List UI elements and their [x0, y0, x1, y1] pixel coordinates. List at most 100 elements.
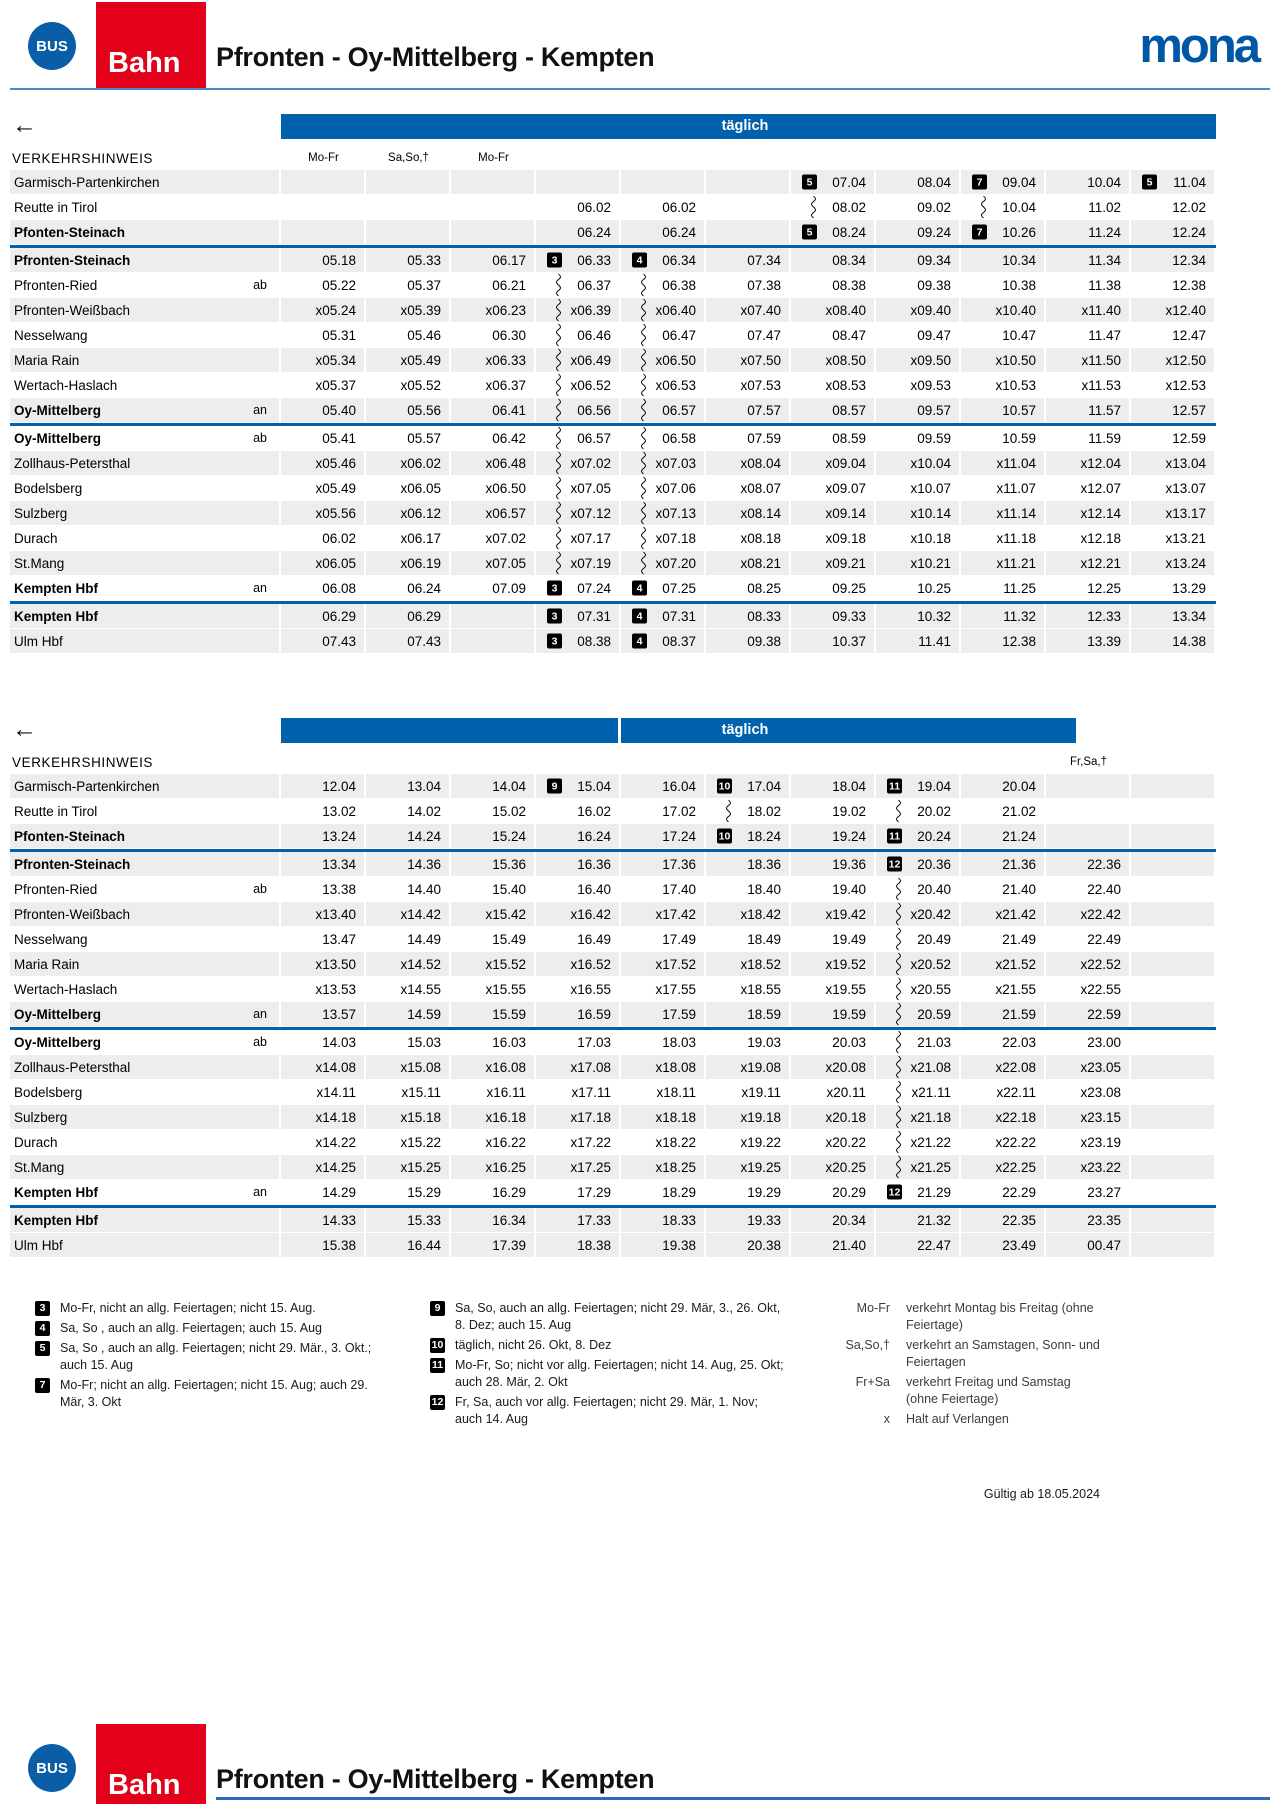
- wavy-line-icon: [555, 426, 562, 451]
- time-value: x05.37: [315, 377, 356, 393]
- time-value: x21.11: [911, 1084, 951, 1100]
- time-cell: x09.53: [876, 373, 961, 397]
- time-cell: 16.36: [536, 852, 621, 876]
- time-cell: 23.35: [1046, 1208, 1131, 1232]
- time-cell: 23.49: [961, 1233, 1046, 1257]
- time-cell: x19.08: [706, 1055, 791, 1079]
- time-cell: x10.50: [961, 348, 1046, 372]
- station-cell: Pfonten-Steinach: [10, 220, 281, 244]
- table-row: Pfronten-Steinach 13.34 14.36 15.36 16.36 17.…: [10, 852, 1216, 877]
- time-value: 07.59: [747, 430, 781, 446]
- station-cell: Durach: [10, 1130, 281, 1154]
- time-value: 11.02: [1088, 199, 1121, 215]
- time-value: x15.25: [400, 1159, 441, 1175]
- footnote-marker: 9: [547, 778, 562, 794]
- time-value: x21.18: [910, 1109, 951, 1125]
- time-value: 14.36: [407, 856, 441, 872]
- time-value: 09.33: [832, 608, 866, 624]
- time-cell: 4 08.37: [621, 629, 706, 653]
- time-value: x10.14: [910, 505, 951, 521]
- bahn-logo-label-bottom: Bahn: [108, 1769, 181, 1801]
- time-cell: x05.34: [281, 348, 366, 372]
- time-value: 20.34: [832, 1212, 866, 1228]
- time-cell: 14.49: [366, 927, 451, 951]
- footnote-marker: 12: [887, 856, 902, 872]
- time-cell: x07.06: [621, 476, 706, 500]
- time-cell: [1131, 824, 1216, 848]
- time-cell: 05.56: [366, 398, 451, 422]
- time-value: 10.47: [1002, 327, 1036, 343]
- time-cell: [1131, 1208, 1216, 1232]
- time-value: x07.05: [570, 480, 611, 496]
- time-cell: 12.59: [1131, 426, 1216, 450]
- time-value: x16.25: [485, 1159, 526, 1175]
- legend-item: Sa,So,† verkehrt an Samstagen, Sonn- und …: [830, 1337, 1120, 1371]
- table-row: Kempten Hbf 14.33 15.33 16.34 17.33 18.33 19.3…: [10, 1208, 1216, 1233]
- time-cell: x08.50: [791, 348, 876, 372]
- time-value: 20.29: [832, 1184, 866, 1200]
- time-value: 18.03: [662, 1034, 696, 1050]
- table-row: Oy-Mittelberg ab 05.41 05.57 06.42 06.57 06.58…: [10, 426, 1216, 451]
- footnote-column: 3 Mo-Fr, nicht an allg. Feiertagen; nicht…: [35, 1300, 430, 1431]
- footnote-item: 9 Sa, So, auch an allg. Feiertagen; nicht…: [430, 1300, 830, 1334]
- time-cell: x05.39: [366, 298, 451, 322]
- time-cell: x18.42: [706, 902, 791, 926]
- time-value: 17.04: [747, 778, 781, 794]
- time-value: 05.57: [407, 430, 441, 446]
- time-value: x21.55: [995, 981, 1036, 997]
- time-cell: 11.32: [961, 604, 1046, 628]
- time-cell: 18.38: [536, 1233, 621, 1257]
- bahn-logo-bottom: Bahn: [96, 1724, 206, 1804]
- column-header: Mo-Fr: [308, 152, 339, 164]
- time-cell: x07.12: [536, 501, 621, 525]
- time-cell: 19.24: [791, 824, 876, 848]
- traffic-hint-label: VERKEHRSHINWEIS: [12, 150, 154, 166]
- time-cell: x14.42: [366, 902, 451, 926]
- time-value: 18.33: [662, 1212, 696, 1228]
- time-cell: x16.25: [451, 1155, 536, 1179]
- time-value: 16.04: [662, 778, 696, 794]
- station-name: Sulzberg: [14, 1109, 68, 1125]
- time-cell: 12.34: [1131, 248, 1216, 272]
- time-value: x06.33: [485, 352, 526, 368]
- header-divider: [10, 88, 1270, 90]
- time-cell: x05.52: [366, 373, 451, 397]
- time-cell: x16.22: [451, 1130, 536, 1154]
- time-cell: x16.18: [451, 1105, 536, 1129]
- time-value: x14.25: [315, 1159, 356, 1175]
- time-value: x22.52: [1080, 956, 1121, 972]
- timetable-afternoon: ← täglich VERKEHRSHINWEIS Fr,Sa,† Garmisch-P…: [10, 715, 1216, 1258]
- time-value: x21.25: [910, 1159, 951, 1175]
- time-cell: 15.59: [451, 1002, 536, 1026]
- time-cell: 12.57: [1131, 398, 1216, 422]
- time-value: x10.21: [910, 555, 951, 571]
- time-cell: x18.55: [706, 977, 791, 1001]
- time-cell: 16.44: [366, 1233, 451, 1257]
- time-cell: [1131, 1002, 1216, 1026]
- time-cell: 22.59: [1046, 1002, 1131, 1026]
- station-cell: Ulm Hbf: [10, 1233, 281, 1257]
- time-value: 06.41: [492, 402, 526, 418]
- time-value: 21.36: [1002, 856, 1036, 872]
- table-row: St.Mang x06.05 x06.19 x07.05 x07.19 x07.20 x08…: [10, 551, 1216, 576]
- time-value: 15.03: [407, 1034, 441, 1050]
- time-cell: 15.24: [451, 824, 536, 848]
- time-value: 07.34: [747, 252, 781, 268]
- wavy-line-icon: [895, 952, 902, 977]
- wavy-line-icon: [555, 451, 562, 476]
- time-value: x18.08: [655, 1059, 696, 1075]
- time-cell: x13.40: [281, 902, 366, 926]
- footnote-marker: 10: [430, 1338, 445, 1353]
- time-cell: 06.29: [366, 604, 451, 628]
- time-value: x07.17: [570, 530, 611, 546]
- time-cell: 07.59: [706, 426, 791, 450]
- section-divider: [10, 849, 1216, 852]
- station-cell: Reutte in Tirol: [10, 799, 281, 823]
- time-value: 22.29: [1002, 1184, 1036, 1200]
- time-cell: x05.37: [281, 373, 366, 397]
- section-divider: [10, 1205, 1216, 1208]
- time-value: x05.52: [400, 377, 441, 393]
- time-value: 06.33: [577, 252, 611, 268]
- time-cell: 06.42: [451, 426, 536, 450]
